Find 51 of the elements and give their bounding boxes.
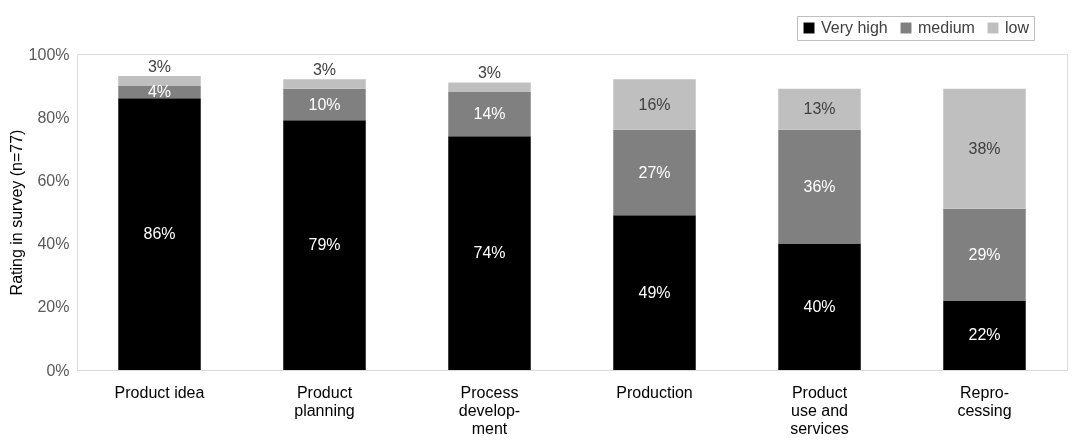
x-tick-label: Product use and services [790,383,849,437]
data-label: 40% [803,297,836,315]
x-tick-label: Production [616,383,693,401]
bar [943,300,1026,370]
data-label: 27% [638,163,671,181]
x-tick-label: Product planning [294,383,355,419]
legend-label: medium [918,19,975,36]
data-label: 86% [143,225,176,243]
bar [283,79,366,89]
data-label: 3% [147,57,172,75]
data-label: 4% [147,82,172,100]
x-tick-label: Repro- cessing [957,383,1012,419]
bar [778,129,861,244]
y-tick-label: 20% [37,298,70,316]
data-label: 16% [638,95,671,113]
x-tick-label: Process develop- ment [458,383,521,437]
data-label: 36% [803,177,836,195]
bar [613,215,696,370]
bar [613,129,696,216]
bar [283,88,366,121]
bar [283,120,366,370]
data-label: 74% [473,244,506,262]
data-label: 38% [968,139,1001,157]
bar [448,136,531,370]
bar [118,76,201,86]
y-tick-label: 80% [37,108,70,126]
legend-label: low [1005,19,1030,36]
data-label: 14% [473,105,506,123]
data-label: 10% [308,95,341,113]
bar [118,98,201,370]
data-label: 13% [803,100,836,118]
x-tick-label: Product idea [114,383,205,401]
bar [778,243,861,370]
bar [448,91,531,137]
legend-label: Very high [821,19,888,36]
y-tick-label: 40% [37,235,70,253]
bar [943,208,1026,301]
y-tick-label: 0% [46,361,70,379]
data-label: 3% [477,63,502,81]
bar [613,79,696,130]
bar [943,88,1026,209]
data-label: 49% [638,283,671,301]
bar [778,88,861,130]
data-label: 29% [968,245,1001,263]
y-tick-label: 100% [28,45,70,63]
data-label: 3% [312,60,337,78]
y-tick-label: 60% [37,171,70,189]
bar [448,82,531,92]
data-label: 79% [308,236,341,254]
y-axis-title: Rating in survey (n=77) [7,129,25,296]
data-label: 22% [968,326,1001,344]
